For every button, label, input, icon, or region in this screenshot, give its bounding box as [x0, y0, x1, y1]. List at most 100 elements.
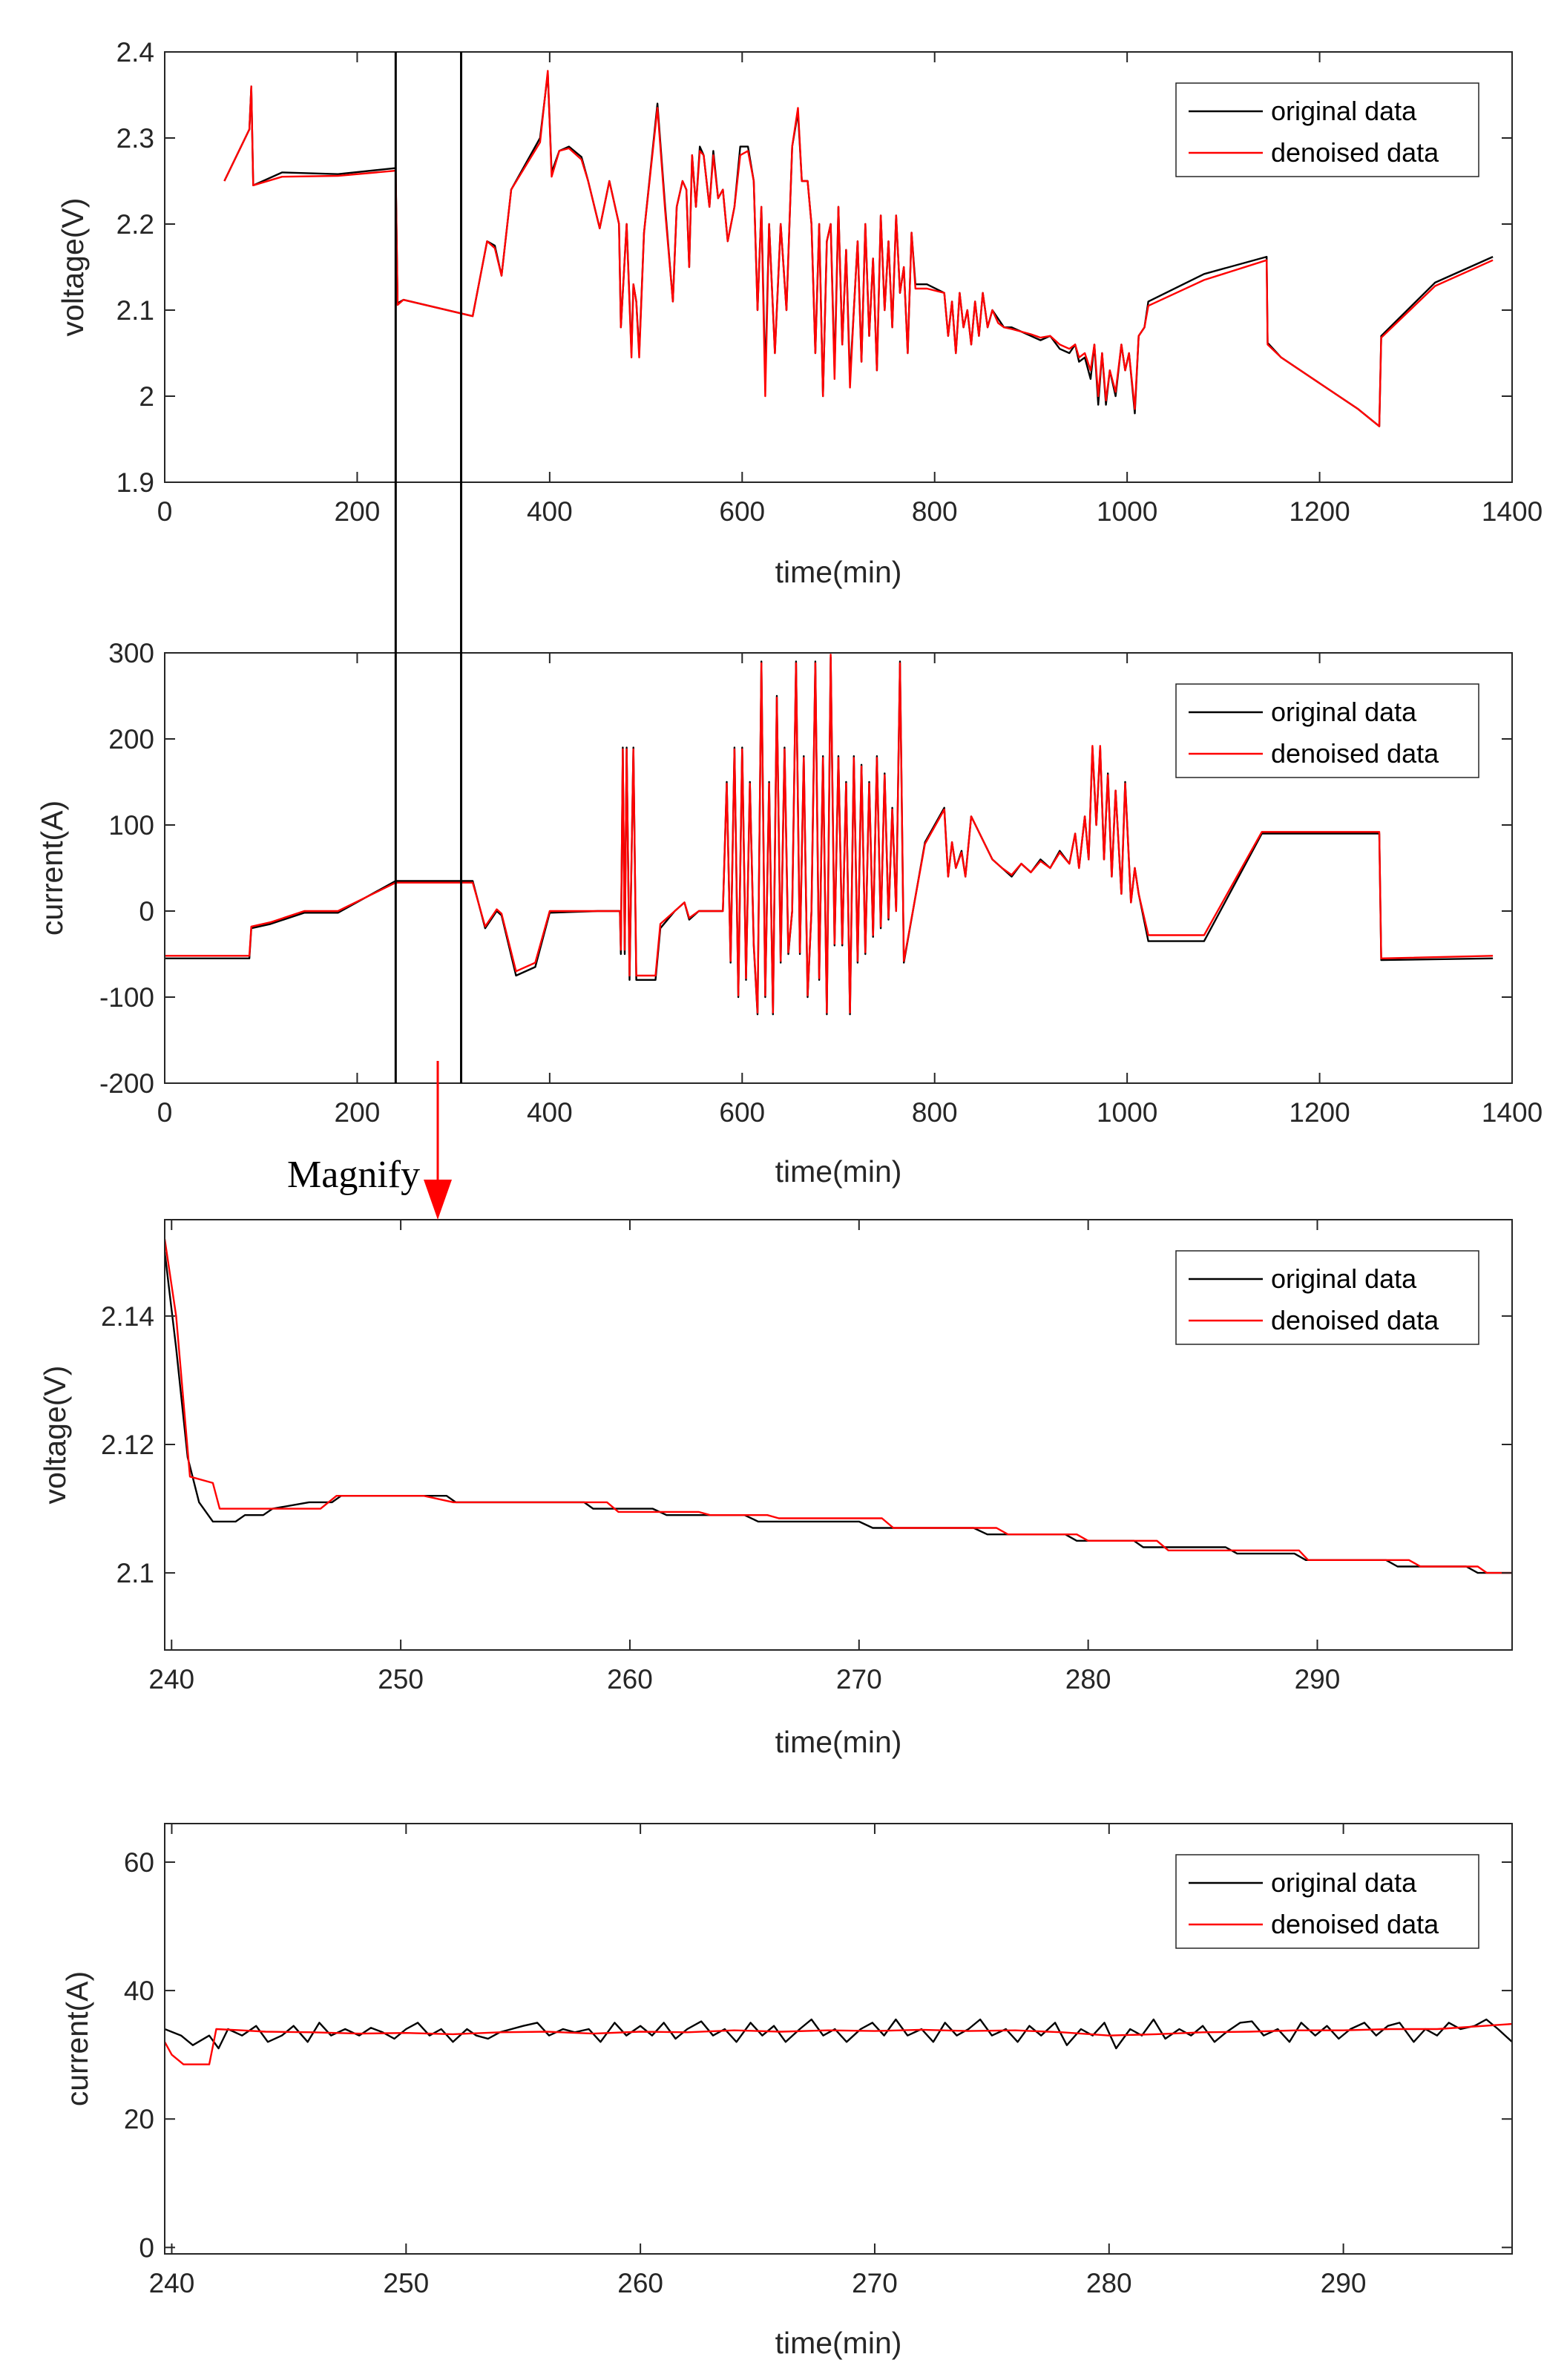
x-tick-label: 800	[912, 1097, 958, 1128]
y-ticks: -200 -100 0 100 200 300	[99, 638, 1512, 1099]
selection-window-lines	[394, 52, 463, 1083]
x-axis-label: time(min)	[775, 555, 902, 589]
x-tick-label: 400	[527, 496, 573, 527]
legend: original data denoised data	[1175, 1854, 1479, 1949]
x-tick-label: 600	[719, 1097, 765, 1128]
x-tick-label: 400	[527, 1097, 573, 1128]
x-tick-label: 260	[607, 1664, 653, 1694]
y-tick-label: 2.4	[116, 37, 154, 68]
x-tick-label: 0	[157, 1097, 173, 1128]
legend-box	[1175, 683, 1479, 778]
x-axis-label: time(min)	[775, 1154, 902, 1189]
x-tick-label: 260	[617, 2268, 663, 2298]
y-tick-label: 2.3	[116, 123, 154, 154]
series-denoised-line	[223, 70, 1494, 427]
axes-box	[164, 1219, 1513, 1651]
x-tick-label: 240	[148, 1664, 194, 1694]
y-tick-label: 2.2	[116, 209, 154, 240]
x-axis-label: time(min)	[775, 1725, 902, 1759]
x-ticks: 0 200 400 600 800 1000 1200 1400	[157, 52, 1543, 527]
legend-label-original: original data	[1271, 1263, 1417, 1294]
legend-box	[1175, 82, 1479, 177]
y-tick-label: 2.1	[116, 295, 154, 326]
x-ticks: 240 250 260 270 280 290	[149, 1824, 1367, 2298]
x-ticks: 240 250 260 270 280 290	[148, 1220, 1340, 1694]
y-tick-label: 2.12	[101, 1430, 154, 1460]
y-tick-label: -200	[99, 1068, 154, 1099]
x-tick-label: 1400	[1482, 1097, 1543, 1128]
y-tick-label: 0	[139, 896, 154, 927]
series-denoised-line	[165, 654, 1494, 1014]
x-axis-label: time(min)	[775, 2326, 902, 2360]
y-tick-label: 1.9	[116, 467, 154, 498]
x-tick-label: 250	[383, 2268, 429, 2298]
series-denoised-line	[165, 2022, 1512, 2065]
magnify-annotation: Magnify	[287, 1061, 452, 1220]
x-tick-label: 240	[149, 2268, 195, 2298]
legend-label-denoised: denoised data	[1271, 137, 1439, 168]
plot-lines	[165, 1238, 1512, 1574]
x-tick-label: 1200	[1289, 496, 1350, 527]
legend-box	[1175, 1250, 1479, 1345]
y-tick-label: 100	[108, 810, 154, 841]
axes-box	[164, 652, 1513, 1084]
x-tick-label: 270	[836, 1664, 882, 1694]
y-axis-label: current(A)	[60, 1971, 94, 2106]
x-tick-label: 1400	[1482, 496, 1543, 527]
y-tick-label: -100	[99, 982, 154, 1013]
x-tick-label: 1000	[1097, 1097, 1157, 1128]
legend-box	[1175, 1854, 1479, 1949]
y-tick-label: 0	[139, 2232, 154, 2263]
y-axis-label: current(A)	[35, 801, 69, 936]
x-tick-label: 290	[1321, 2268, 1367, 2298]
x-tick-label: 200	[335, 1097, 381, 1128]
legend-label-original: original data	[1271, 697, 1417, 727]
x-tick-label: 0	[157, 496, 173, 527]
plot-lines	[223, 70, 1494, 427]
magnify-label: Magnify	[287, 1154, 420, 1196]
x-tick-label: 270	[852, 2268, 898, 2298]
y-tick-label: 2	[139, 381, 154, 412]
x-tick-label: 290	[1295, 1664, 1341, 1694]
x-tick-label: 1000	[1097, 496, 1157, 527]
y-ticks: 2.1 2.12 2.14	[101, 1301, 1512, 1588]
legend-label-denoised: denoised data	[1271, 738, 1439, 769]
legend: original data denoised data	[1175, 683, 1479, 778]
plot-lines	[165, 2018, 1512, 2065]
y-tick-label: 300	[108, 638, 154, 668]
y-axis-label: voltage(V)	[56, 198, 90, 337]
y-ticks: 0 20 40 60	[124, 1847, 1512, 2263]
y-tick-label: 2.1	[116, 1558, 154, 1588]
y-tick-label: 200	[108, 724, 154, 755]
axes-box	[164, 51, 1513, 483]
x-tick-label: 600	[719, 496, 765, 527]
current-magnified-chart: 240 250 260 270 280 290 0 20 40 60 time(min) cur…	[60, 1823, 1513, 2360]
legend-label-denoised: denoised data	[1271, 1305, 1439, 1335]
voltage-magnified-chart: 240 250 260 270 280 290 2.1 2.12 2.14 time(min)…	[38, 1219, 1513, 1759]
plot-lines	[165, 654, 1494, 1016]
legend: original data denoised data	[1175, 82, 1479, 177]
x-ticks: 0 200 400 600 800 1000 1200 1400	[157, 653, 1543, 1128]
axes-box	[164, 1823, 1513, 2255]
series-original-line	[165, 2018, 1512, 2050]
series-denoised-line	[165, 1238, 1512, 1574]
legend: original data denoised data	[1175, 1250, 1479, 1345]
y-tick-label: 2.14	[101, 1301, 154, 1332]
x-tick-label: 800	[912, 496, 958, 527]
voltage-overview-chart: 0 200 400 600 800 1000 1200 1400 1.9 2 2.1 2.2 2.3 2…	[56, 37, 1543, 589]
y-tick-label: 20	[124, 2104, 154, 2134]
y-tick-label: 40	[124, 1976, 154, 2006]
legend-label-original: original data	[1271, 96, 1417, 126]
y-tick-label: 60	[124, 1847, 154, 1878]
y-ticks: 1.9 2 2.1 2.2 2.3 2.4	[116, 37, 1512, 498]
x-tick-label: 1200	[1289, 1097, 1350, 1128]
x-tick-label: 250	[378, 1664, 424, 1694]
x-tick-label: 280	[1086, 2268, 1132, 2298]
x-tick-label: 200	[335, 496, 381, 527]
magnify-arrow-head	[424, 1180, 452, 1220]
y-axis-label: voltage(V)	[38, 1366, 72, 1505]
legend-label-original: original data	[1271, 1867, 1417, 1898]
legend-label-denoised: denoised data	[1271, 1909, 1439, 1939]
current-overview-chart: 0 200 400 600 800 1000 1200 1400 -200 -100 0 100 20…	[35, 638, 1543, 1189]
